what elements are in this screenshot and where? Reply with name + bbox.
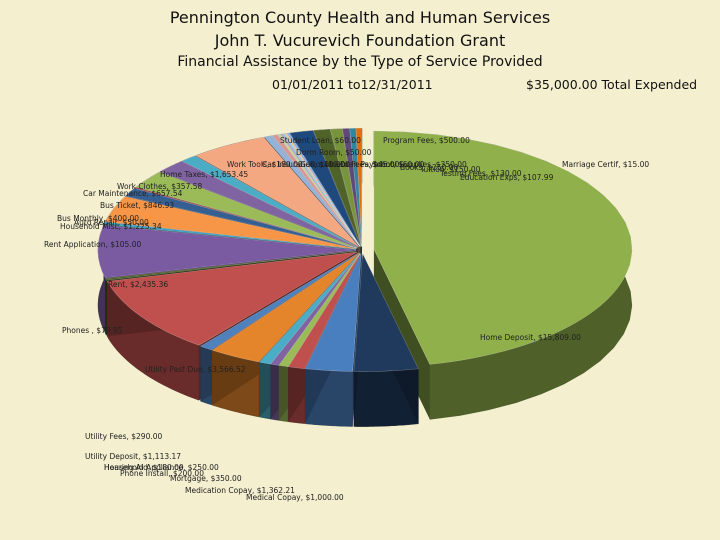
- pie-slice-auto-repair: [134, 187, 357, 249]
- pie-slice-dorm-room: [280, 133, 361, 247]
- slice-label-student-loan: Student Loan, $60.00: [280, 136, 361, 145]
- slice-label-rent-application: Rent Application, $105.00: [44, 240, 141, 249]
- pie-slice-phone-install: [278, 253, 361, 367]
- slice-label-hearing-aid: Hearing Aid, $180.00: [104, 463, 184, 472]
- slice-label-household-misc: Household Misc, $1,225.34: [60, 222, 162, 231]
- pie-slice-bus-ticket: [135, 171, 358, 249]
- date-range: 01/01/2011 to12/31/2011: [272, 77, 433, 92]
- pie-slice-gas: [284, 133, 361, 247]
- pie-slice-tuition: [342, 128, 362, 247]
- pie-slice-school-supplies: [313, 129, 362, 247]
- pie-slice-bus-monthly: [124, 188, 357, 249]
- slice-label-marriage-certif: Marriage Certif, $15.00: [562, 160, 649, 169]
- slice-label-mortgage: Mortgage, $350.00: [170, 474, 242, 483]
- slice-label-household-appliance: Household Appliance, $250.00: [104, 463, 219, 472]
- pie-slice-testing-fees: [349, 128, 363, 247]
- pie-slice-work-clothes: [181, 155, 359, 248]
- pie-slice-rent-application: [103, 221, 357, 250]
- pie-slice-household-appliance: [258, 253, 360, 365]
- pie-slice-document-fees: [282, 133, 361, 247]
- pie-slice-phones: [105, 250, 357, 281]
- pie-slice-car-insurance: [272, 134, 361, 247]
- slice-label-utility-past-due: Utility Past Due, $3,566.52: [145, 365, 246, 374]
- chart-title-line3: Financial Assistance by the Type of Serv…: [177, 54, 543, 70]
- pie-slice-student-loan: [277, 134, 361, 247]
- pie-slice-books: [329, 128, 362, 247]
- slice-label-medicaid-copay: Medication Copay, $1,362.21: [185, 486, 295, 495]
- pie-slice-home-deposit: [373, 130, 633, 365]
- pie-slice-program-fees: [289, 130, 361, 247]
- pie-slice-marriage-certif: [361, 128, 363, 247]
- slice-label-books: Books, $250.00: [400, 163, 459, 172]
- pie-slice-utility-past-due: [106, 251, 358, 346]
- total-expended: $35,000.00 Total Expended: [526, 77, 698, 92]
- slice-label-rent: Rent, $2,435.36: [108, 280, 168, 289]
- pie-slice-education-exps: [355, 128, 363, 247]
- slice-label-gas: Gas, $40.00: [300, 160, 346, 169]
- pie-slice-medical-copay: [304, 253, 362, 372]
- slice-label-phones: Phones , $79.95: [62, 326, 123, 335]
- slice-label-utility-deposit: Utility Deposit, $1,113.17: [85, 452, 181, 461]
- slice-label-bus-monthly: Bus Monthly, $400.00: [57, 214, 139, 223]
- slice-label-loan-payment: Loan Payment, $60.00: [340, 160, 424, 169]
- slice-label-home-taxes: Home Taxes, $1,653.45: [160, 170, 248, 179]
- slice-label-car-maintenance: Car Maintenance, $657.54: [83, 189, 183, 198]
- slice-label-phone-install: Phone Install, $200.00: [120, 469, 204, 478]
- slice-label-dorm-room: Dorm Room, $50.00: [296, 148, 372, 157]
- slice-label-medical-copay: Medical Copay, $1,000.00: [246, 493, 344, 502]
- pie-slice-mortgage: [287, 253, 361, 369]
- chart-title-line1: Pennington County Health and Human Servi…: [169, 8, 551, 27]
- pie-slice-loan-payment: [286, 132, 361, 247]
- slice-label-car-insurance: Car Insurance, $110.00: [262, 160, 350, 169]
- pie-slice-utility-deposit: [211, 252, 360, 363]
- slice-label-school-supplies: School Supplies, $350.00: [372, 160, 467, 169]
- pie-slice-home-taxes: [195, 137, 360, 248]
- slice-label-testing-fees: Testing Fees, $130.00: [439, 169, 522, 178]
- pie-slice-medicaid-copay: [353, 252, 419, 372]
- slice-label-home-deposit: Home Deposit, $15,809.00: [480, 333, 581, 342]
- slice-label-work-tools: Work Tools, $180.00: [227, 160, 303, 169]
- chart-title-line2: John T. Vucurevich Foundation Grant: [214, 31, 506, 50]
- pie-slice-hearing-aid: [270, 253, 361, 366]
- pie-slice-car-maintenance: [159, 160, 358, 248]
- pie-slice-household-misc: [104, 196, 357, 250]
- slice-label-work-clothes: Work Clothes, $357.58: [117, 182, 203, 191]
- slice-label-document-fees: Document Fees, $45.00: [310, 160, 400, 169]
- pie-slice-rent: [97, 224, 357, 279]
- slice-label-tuition: Tuition, $150.00: [419, 165, 481, 174]
- slice-label-program-fees: Program Fees, $500.00: [383, 136, 470, 145]
- slice-label-education-exps: Education Exps, $107.99: [460, 173, 554, 182]
- slice-label-auto-repair: Auto Repair, $50.00: [74, 218, 149, 227]
- slice-label-utility-fees: Utility Fees, $290.00: [85, 432, 162, 441]
- slice-label-bus-ticket: Bus Ticket, $846.93: [100, 201, 174, 210]
- pie-slice-utility-fees: [199, 252, 359, 351]
- pie-slice-work-tools: [264, 135, 361, 247]
